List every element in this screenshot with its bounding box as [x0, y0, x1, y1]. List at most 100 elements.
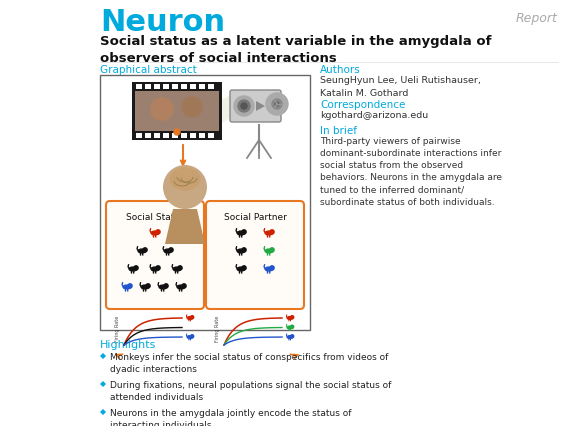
Bar [199, 84, 205, 89]
Circle shape [156, 266, 160, 270]
Circle shape [234, 96, 254, 116]
Circle shape [191, 316, 194, 319]
Text: Social Status: Social Status [126, 213, 185, 222]
Circle shape [191, 335, 194, 338]
Circle shape [169, 248, 173, 252]
Circle shape [242, 230, 246, 234]
Ellipse shape [129, 267, 137, 271]
Bar [154, 84, 160, 89]
Ellipse shape [141, 285, 149, 289]
Text: Third-party viewers of pairwise
dominant-subordinate interactions infer
social s: Third-party viewers of pairwise dominant… [320, 137, 502, 207]
Text: Report: Report [516, 12, 558, 25]
Ellipse shape [287, 326, 293, 329]
Bar [181, 84, 187, 89]
Ellipse shape [265, 267, 273, 271]
Circle shape [238, 100, 250, 112]
Circle shape [270, 266, 274, 270]
Text: In brief: In brief [320, 126, 357, 136]
Text: kgothard@arizona.edu: kgothard@arizona.edu [320, 111, 428, 120]
Circle shape [146, 284, 150, 288]
Text: Social status as a latent variable in the amygdala of
observers of social intera: Social status as a latent variable in th… [100, 35, 491, 65]
Text: Authors: Authors [320, 65, 361, 75]
Bar [136, 84, 142, 89]
Polygon shape [165, 209, 205, 244]
Circle shape [163, 165, 207, 209]
Circle shape [291, 325, 294, 328]
Text: Firing Rate: Firing Rate [215, 316, 220, 342]
Ellipse shape [287, 317, 293, 320]
Ellipse shape [164, 249, 172, 253]
Circle shape [164, 284, 168, 288]
Circle shape [266, 93, 288, 115]
Bar [181, 133, 187, 138]
Circle shape [270, 230, 274, 234]
Circle shape [270, 248, 274, 252]
Bar [163, 84, 169, 89]
Text: Neuron: Neuron [100, 8, 225, 37]
FancyBboxPatch shape [106, 201, 204, 309]
Ellipse shape [170, 168, 200, 190]
FancyBboxPatch shape [206, 201, 304, 309]
Circle shape [128, 284, 132, 288]
Ellipse shape [123, 285, 131, 289]
Bar [135, 91, 219, 131]
Polygon shape [100, 409, 106, 415]
Circle shape [272, 99, 282, 109]
Bar [190, 133, 196, 138]
Ellipse shape [237, 249, 245, 253]
FancyBboxPatch shape [230, 90, 281, 122]
Circle shape [242, 266, 246, 270]
Polygon shape [222, 95, 232, 123]
Bar [100, 75, 310, 330]
Ellipse shape [187, 317, 193, 320]
Polygon shape [100, 381, 106, 387]
Bar [154, 133, 160, 138]
Ellipse shape [287, 336, 293, 338]
Circle shape [174, 129, 180, 135]
Ellipse shape [265, 249, 273, 253]
Bar [136, 133, 142, 138]
Circle shape [178, 266, 182, 270]
Bar [132, 82, 222, 140]
Bar [163, 133, 169, 138]
Text: During fixations, neural populations signal the social status of
attended indivi: During fixations, neural populations sig… [110, 381, 391, 402]
Circle shape [182, 284, 186, 288]
Polygon shape [256, 101, 265, 111]
Circle shape [291, 335, 294, 338]
Text: Neurons in the amygdala jointly encode the status of
interacting individuals: Neurons in the amygdala jointly encode t… [110, 409, 352, 426]
Bar [208, 133, 214, 138]
Circle shape [275, 102, 279, 106]
Bar [172, 133, 178, 138]
Text: Highlights: Highlights [100, 340, 156, 350]
Bar [145, 133, 151, 138]
Circle shape [151, 98, 173, 120]
Ellipse shape [159, 285, 167, 289]
Circle shape [134, 266, 138, 270]
Ellipse shape [187, 336, 193, 338]
Bar [145, 84, 151, 89]
Ellipse shape [151, 267, 159, 271]
Ellipse shape [173, 267, 181, 271]
Ellipse shape [237, 231, 245, 235]
Text: Monkeys infer the social status of conspecifics from videos of
dyadic interactio: Monkeys infer the social status of consp… [110, 353, 389, 374]
Text: SeungHyun Lee, Ueli Rutishauser,
Katalin M. Gothard: SeungHyun Lee, Ueli Rutishauser, Katalin… [320, 76, 481, 98]
Text: Correspondence: Correspondence [320, 100, 406, 110]
Text: Graphical abstract: Graphical abstract [100, 65, 197, 75]
Ellipse shape [237, 267, 245, 271]
Circle shape [156, 230, 160, 234]
Bar [208, 84, 214, 89]
Circle shape [182, 97, 202, 117]
Text: Firing Rate: Firing Rate [115, 316, 120, 342]
Bar [199, 133, 205, 138]
Ellipse shape [265, 231, 273, 235]
Circle shape [242, 248, 246, 252]
Ellipse shape [138, 249, 146, 253]
Circle shape [291, 316, 294, 319]
Circle shape [241, 103, 247, 109]
Circle shape [143, 248, 147, 252]
Ellipse shape [151, 231, 159, 235]
Bar [172, 84, 178, 89]
Bar [190, 84, 196, 89]
Text: Social Partner: Social Partner [224, 213, 286, 222]
Polygon shape [100, 353, 106, 359]
